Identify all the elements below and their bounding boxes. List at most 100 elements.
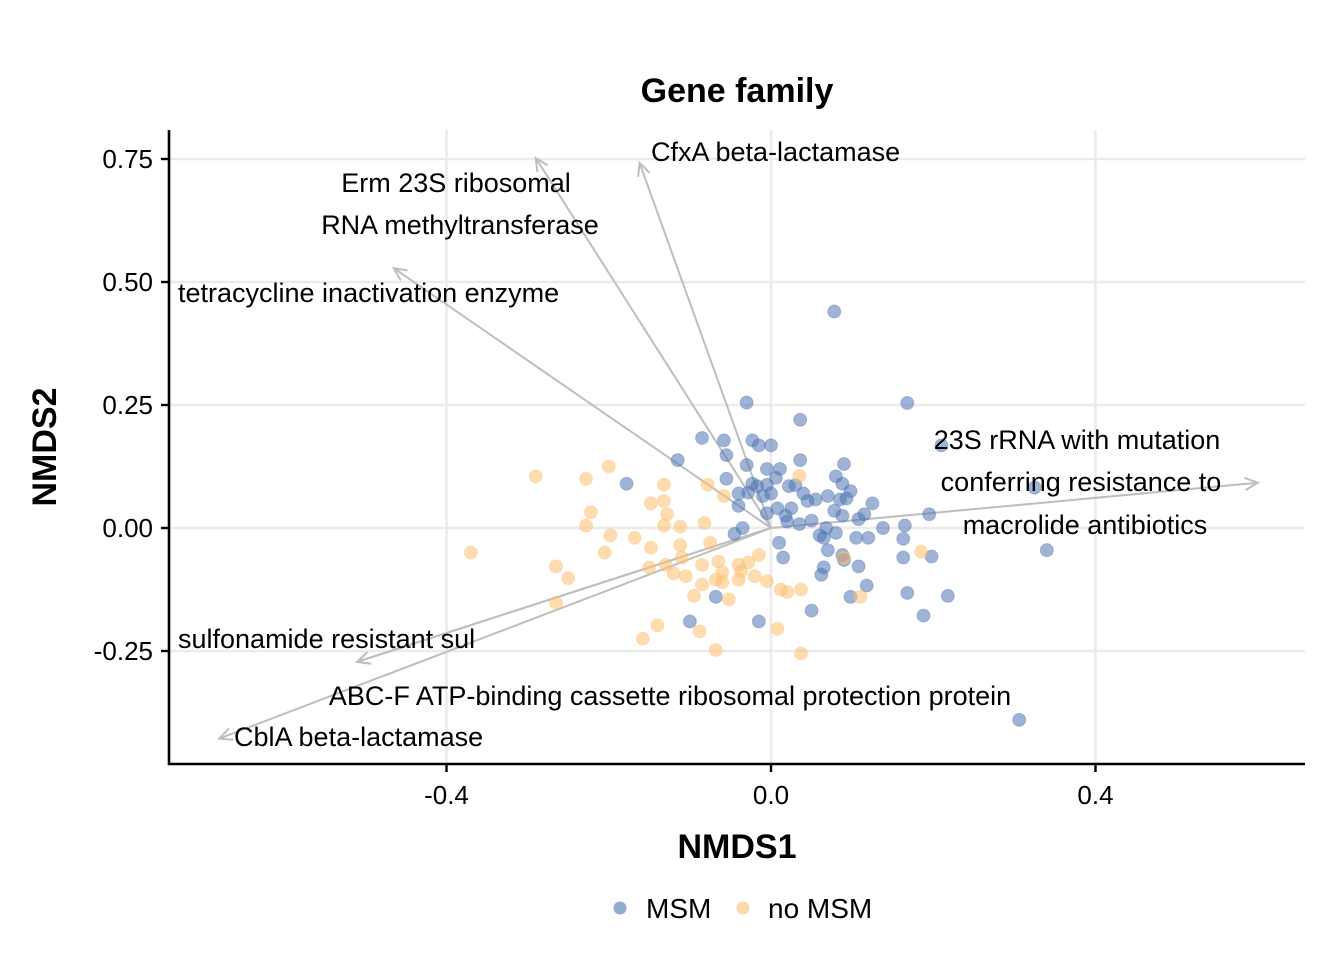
- point-msm: [1027, 480, 1042, 495]
- vector-label-cfxa: CfxA beta-lactamase: [651, 137, 900, 167]
- point-msm: [896, 550, 911, 565]
- point-no-msm: [794, 646, 809, 661]
- point-msm: [727, 526, 742, 541]
- vector-label-cbla: CblA beta-lactamase: [234, 722, 483, 752]
- point-msm: [800, 493, 815, 508]
- point-no-msm: [853, 589, 868, 604]
- tick-labels: -0.4 0.0 0.4 -0.25 0.00 0.25 0.50 0.75: [94, 144, 1114, 810]
- point-no-msm: [673, 519, 688, 534]
- point-no-msm: [666, 566, 681, 581]
- point-no-msm: [627, 530, 642, 545]
- point-msm: [780, 514, 795, 529]
- axes: [167, 130, 1305, 766]
- y-tick-label: 0.25: [102, 390, 153, 420]
- point-msm: [837, 457, 852, 472]
- point-no-msm: [678, 569, 693, 584]
- vector-label-erm-line2: RNA methyltransferase: [321, 210, 599, 240]
- point-msm: [849, 530, 864, 545]
- point-no-msm: [656, 493, 671, 508]
- point-msm: [739, 395, 754, 410]
- vector-arrowhead: [391, 266, 408, 281]
- vector-label-rrna-line1: 23S rRNA with mutation: [934, 425, 1221, 455]
- point-no-msm: [643, 496, 658, 511]
- point-msm: [804, 603, 819, 618]
- point-msm: [1012, 712, 1027, 727]
- point-msm: [857, 507, 872, 522]
- point-no-msm: [747, 569, 762, 584]
- point-msm: [695, 430, 710, 445]
- point-msm: [900, 396, 915, 411]
- point-no-msm: [643, 540, 658, 555]
- point-no-msm: [642, 560, 657, 575]
- vector-label-rrna-line3: macrolide antibiotics: [963, 510, 1208, 540]
- vector-arrowhead: [355, 651, 372, 665]
- point-no-msm: [673, 538, 688, 553]
- chart-title: Gene family: [641, 72, 834, 110]
- point-no-msm: [794, 582, 809, 597]
- point-msm: [820, 543, 835, 558]
- x-axis-title: NMDS1: [677, 828, 796, 866]
- point-msm: [793, 453, 808, 468]
- point-msm: [851, 559, 866, 574]
- x-tick-label: 0.4: [1077, 780, 1113, 810]
- point-msm: [820, 489, 835, 504]
- point-no-msm: [716, 489, 731, 504]
- point-msm: [764, 438, 778, 453]
- point-no-msm: [692, 624, 707, 639]
- point-msm: [897, 518, 912, 533]
- vector-arrow: [770, 481, 1258, 529]
- point-msm: [865, 496, 880, 511]
- point-msm: [708, 589, 723, 604]
- point-msm: [875, 521, 890, 535]
- vector-arrow: [638, 162, 772, 529]
- point-msm: [859, 578, 874, 593]
- vector-label-abcf: ABC-F ATP-binding cassette ribosomal pro…: [329, 681, 1011, 711]
- legend: MSM no MSM: [613, 893, 872, 924]
- point-no-msm: [792, 468, 807, 483]
- vector-label-rrna-line2: conferring resistance to: [941, 467, 1222, 497]
- point-msm: [792, 517, 807, 532]
- vector-arrow: [534, 157, 772, 529]
- point-msm: [1039, 543, 1054, 558]
- point-msm: [768, 470, 783, 485]
- point-no-msm: [528, 469, 543, 484]
- point-no-msm: [751, 548, 766, 563]
- point-msm: [896, 531, 911, 546]
- legend-label-msm: MSM: [646, 893, 711, 924]
- y-tick-label: 0.50: [102, 267, 153, 297]
- point-msm: [900, 585, 915, 600]
- point-msm: [934, 438, 949, 453]
- point-no-msm: [656, 518, 671, 533]
- point-no-msm: [708, 643, 723, 658]
- x-tick-label: -0.4: [424, 780, 469, 810]
- point-msm: [835, 508, 850, 523]
- point-no-msm: [674, 550, 689, 565]
- point-no-msm: [759, 574, 774, 589]
- point-msm: [716, 433, 731, 448]
- point-msm: [751, 614, 766, 629]
- point-no-msm: [603, 528, 618, 543]
- point-msm: [739, 458, 754, 473]
- point-msm: [922, 507, 937, 522]
- point-no-msm: [780, 584, 795, 599]
- point-msm: [861, 530, 876, 545]
- vector-label-erm-line1: Erm 23S ribosomal: [341, 168, 571, 198]
- vector-arrowhead: [1244, 476, 1261, 491]
- point-no-msm: [741, 555, 756, 570]
- point-no-msm: [686, 588, 701, 603]
- point-no-msm: [703, 535, 718, 550]
- point-no-msm: [549, 595, 564, 610]
- point-no-msm: [695, 557, 710, 572]
- point-no-msm: [601, 459, 616, 474]
- point-no-msm: [914, 544, 929, 559]
- x-tick-label: 0.0: [753, 780, 789, 810]
- legend-key-no-msm: [736, 901, 750, 915]
- point-no-msm: [697, 516, 712, 531]
- point-msm: [719, 471, 734, 486]
- legend-label-no-msm: no MSM: [768, 893, 872, 924]
- point-msm: [839, 491, 854, 506]
- vector-label-tetracycline: tetracycline inactivation enzyme: [178, 278, 559, 308]
- point-no-msm: [731, 572, 746, 587]
- legend-key-msm: [613, 901, 627, 915]
